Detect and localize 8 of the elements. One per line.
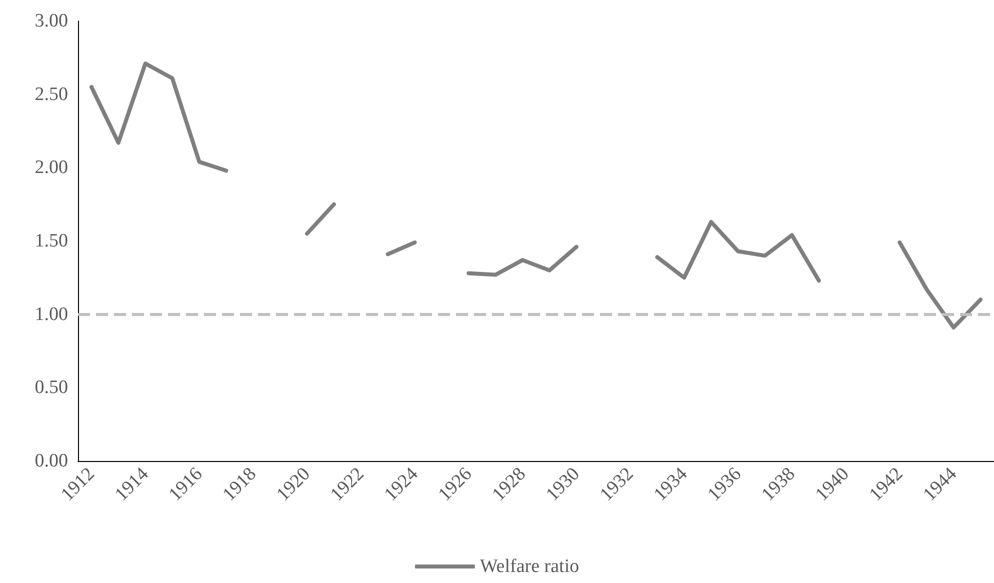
y-tick-label: 2.50 [34, 84, 68, 105]
legend-label: Welfare ratio [480, 556, 580, 577]
y-tick-label: 1.00 [34, 304, 68, 325]
y-tick-label: 3.00 [34, 10, 68, 32]
y-tick-label: 2.00 [34, 157, 68, 178]
y-tick-label: 0.50 [34, 377, 68, 398]
y-tick-label: 0.00 [34, 450, 68, 472]
y-tick-label: 1.50 [34, 230, 68, 252]
